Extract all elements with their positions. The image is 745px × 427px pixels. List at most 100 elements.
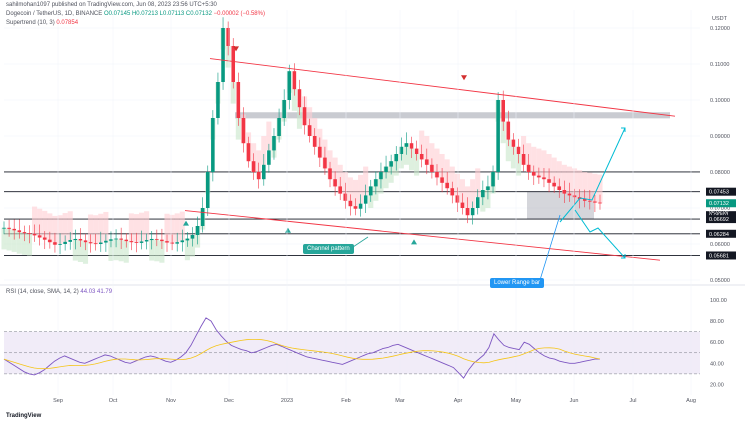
- resistance-zone: [235, 112, 670, 119]
- lower-range-callout: Lower Range bar: [490, 278, 545, 288]
- candle-body: [430, 164, 434, 172]
- candle-body: [312, 136, 317, 147]
- price-tick-label: 0.12000: [710, 26, 730, 32]
- supertrend-value: 0.07854: [56, 20, 79, 26]
- candle-body: [511, 139, 516, 147]
- supertrend-label: Supertrend (10, 3): [6, 20, 55, 26]
- candle-body: [12, 228, 16, 231]
- supertrend-fill: [113, 238, 119, 261]
- candle-body: [491, 172, 495, 187]
- candle-body: [404, 143, 409, 147]
- supertrend-fill: [62, 213, 68, 242]
- supertrend-fill: [505, 139, 511, 162]
- candle-body: [353, 206, 358, 209]
- supertrend-fill: [26, 233, 33, 256]
- candle-body: [389, 161, 393, 167]
- rsi-pane: [3, 317, 700, 379]
- channel-lower-line: [184, 210, 661, 261]
- supertrend-fill: [352, 179, 359, 209]
- supertrend-fill: [429, 143, 435, 172]
- rsi-tick-label: 80.00: [710, 319, 724, 325]
- candle-body: [419, 154, 424, 160]
- candle-body: [114, 238, 118, 240]
- supertrend-fill: [571, 168, 578, 198]
- supertrend-fill: [144, 211, 150, 241]
- candle-body: [165, 241, 169, 243]
- candle-body: [139, 241, 144, 243]
- candle-body: [93, 243, 98, 245]
- candle-body: [537, 175, 541, 178]
- supertrend-fill: [169, 214, 175, 244]
- candle-body: [272, 136, 276, 151]
- rsi-tick-label: 60.00: [710, 340, 724, 346]
- up-arrow-marker: [183, 220, 189, 226]
- candle-body: [155, 238, 159, 240]
- price-level-label: 0.07132: [709, 201, 729, 207]
- supertrend-fill: [133, 214, 139, 243]
- time-tick-label: Feb: [341, 398, 350, 404]
- supertrend-fill: [449, 166, 455, 196]
- supertrend-fill: [138, 212, 145, 242]
- supertrend-fill: [164, 213, 170, 243]
- candle-body: [175, 242, 179, 244]
- candle-body: [302, 107, 307, 126]
- price-tick-label: 0.06000: [710, 242, 730, 248]
- supertrend-fill: [82, 242, 89, 264]
- candle-body: [445, 182, 449, 189]
- supertrend-fill: [470, 179, 476, 208]
- candle-body: [384, 166, 388, 172]
- price-level-label: 0.05681: [709, 253, 729, 259]
- supertrend-fill: [52, 215, 58, 245]
- candle-body: [32, 233, 37, 236]
- supertrend-fill: [77, 240, 83, 262]
- price-level-label: 0.07453: [709, 190, 729, 196]
- time-tick-label: Jun: [570, 398, 579, 404]
- time-tick-label: Dec: [224, 398, 234, 404]
- candle-body: [211, 118, 215, 172]
- supertrend-fill: [230, 82, 236, 104]
- rsi-header: RSI (14, close, SMA, 14, 2) 44.03 41.79: [6, 289, 112, 295]
- rsi-label: RSI (14, close, SMA, 14, 2): [6, 289, 79, 295]
- symbol-line: Dogecoin / TetherUS, 1D, BINANCE O0.0714…: [6, 11, 265, 17]
- supertrend-fill: [266, 121, 272, 151]
- candle-body: [562, 190, 567, 194]
- candle-body: [246, 143, 251, 162]
- candle-body: [567, 193, 572, 196]
- supertrend-fill: [358, 174, 364, 204]
- supertrend-fill: [72, 238, 78, 261]
- price-level-tag: [706, 215, 736, 224]
- supertrend-fill: [67, 211, 73, 241]
- candle-body: [205, 172, 210, 208]
- candle-body: [475, 197, 480, 208]
- candle-body: [17, 230, 22, 233]
- supertrend-fill: [434, 148, 440, 178]
- candle-body: [572, 195, 577, 198]
- price-pane: [0, 10, 745, 395]
- candle-body: [287, 71, 292, 100]
- candle-body: [119, 238, 123, 240]
- candle-body: [42, 237, 47, 240]
- supertrend-fill: [123, 241, 129, 263]
- supertrend-fill: [592, 173, 598, 203]
- price-level-tag: [706, 229, 736, 238]
- candle-body: [501, 100, 505, 122]
- candle-body: [481, 190, 485, 198]
- supertrend-fill: [42, 210, 48, 240]
- supertrend-fill: [108, 239, 114, 261]
- time-tick-label: Oct: [109, 398, 118, 404]
- candle-body: [48, 239, 52, 243]
- candle-body: [440, 177, 444, 183]
- rsi-line: [3, 317, 600, 379]
- candle-body: [506, 121, 511, 140]
- supertrend-fill: [6, 228, 12, 251]
- candle-body: [460, 202, 465, 208]
- candle-body: [124, 239, 129, 242]
- candle-body: [516, 146, 521, 154]
- range-callout-pointer: [539, 214, 561, 281]
- candle-body: [496, 100, 500, 172]
- rsi-tick-label: 20.00: [710, 382, 724, 388]
- candle-body: [374, 179, 378, 187]
- time-tick-label: 2023: [281, 398, 293, 404]
- candle-body: [282, 100, 286, 118]
